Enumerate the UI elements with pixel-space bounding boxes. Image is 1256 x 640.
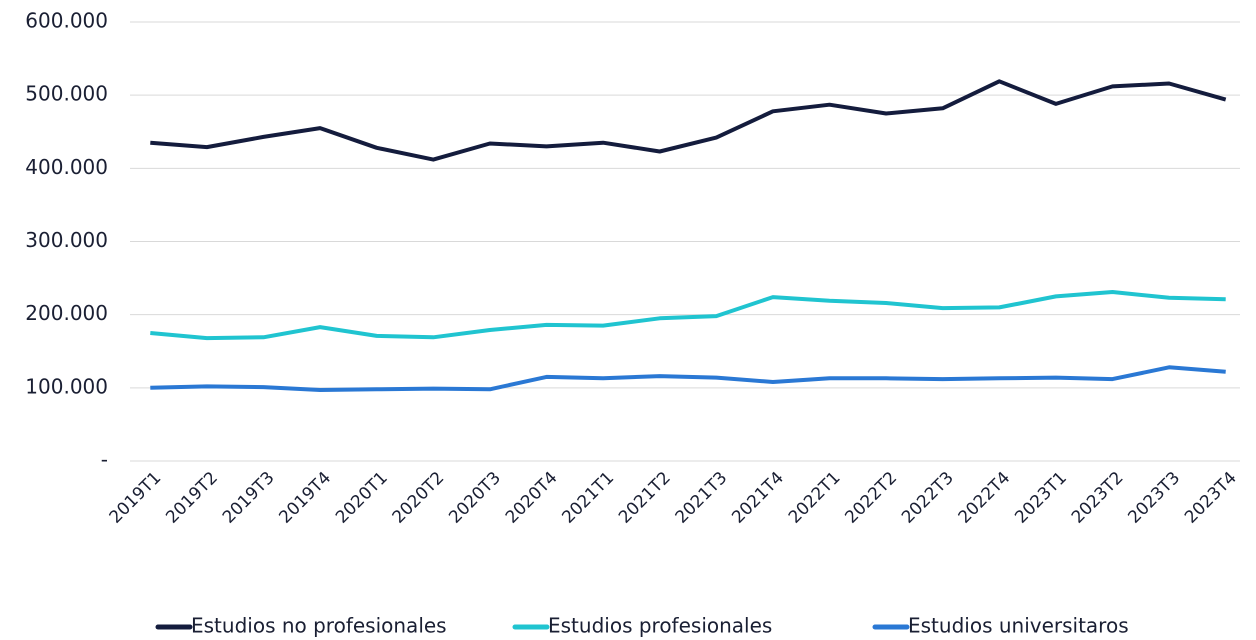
x-tick-label: 2022T1	[785, 468, 845, 528]
x-tick-label: 2019T2	[162, 468, 222, 528]
x-tick-label: 2023T4	[1181, 468, 1241, 528]
x-tick-label: 2019T4	[275, 468, 335, 528]
x-tick-label: 2023T3	[1124, 468, 1184, 528]
x-tick-label: 2020T4	[502, 468, 562, 528]
y-tick-label: 300.000	[25, 228, 108, 252]
x-tick-label: 2022T2	[841, 468, 901, 528]
line-series	[150, 365, 1226, 392]
legend-label: Estudios no profesionales	[191, 614, 447, 638]
x-tick-label: 2021T4	[728, 468, 788, 528]
y-tick-label: 400.000	[25, 155, 108, 179]
legend-label: Estudios universitaros	[908, 614, 1129, 638]
x-tick-label: 2023T1	[1011, 468, 1071, 528]
x-tick-label: 2022T3	[898, 468, 958, 528]
x-tick-label: 2023T2	[1068, 468, 1128, 528]
x-tick-label: 2021T3	[672, 468, 732, 528]
x-tick-label: 2021T2	[615, 468, 675, 528]
line-series	[150, 290, 1226, 341]
y-tick-label: 100.000	[25, 374, 108, 398]
line-series	[150, 79, 1227, 162]
y-tick-label: 200.000	[25, 301, 108, 325]
x-tick-label: 2020T3	[445, 468, 505, 528]
x-tick-label: 2021T1	[558, 468, 618, 528]
legend-label: Estudios profesionales	[548, 614, 772, 638]
x-tick-label: 2019T1	[106, 468, 166, 528]
x-tick-label: 2020T1	[332, 468, 392, 528]
x-tick-label: 2022T4	[955, 468, 1015, 528]
x-tick-label: 2019T3	[219, 468, 279, 528]
x-tick-label: 2020T2	[389, 468, 449, 528]
y-tick-label: 500.000	[25, 82, 108, 106]
y-tick-label: 600.000	[25, 9, 108, 33]
y-tick-label: -	[101, 448, 108, 472]
